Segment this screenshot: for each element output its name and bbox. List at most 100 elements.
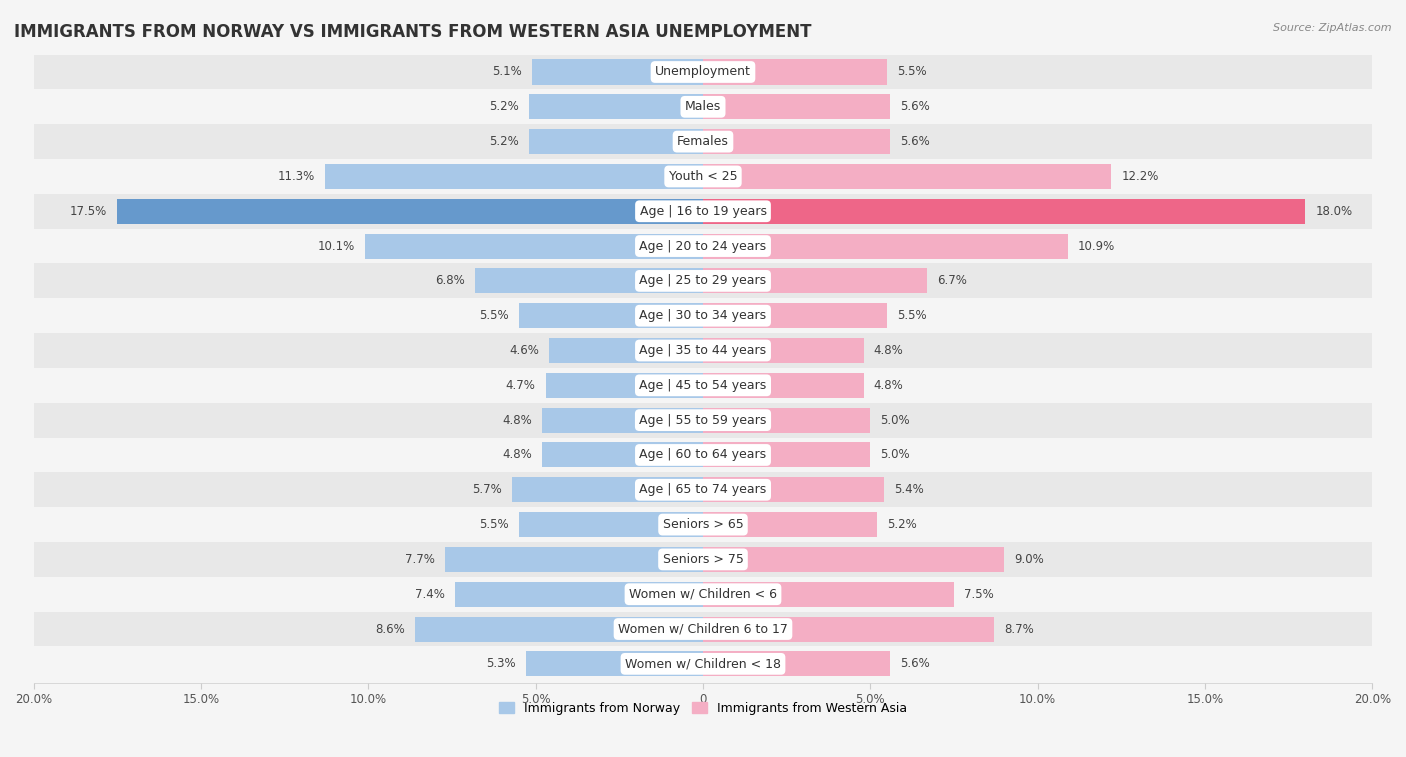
Text: 4.6%: 4.6% bbox=[509, 344, 538, 357]
Text: 4.8%: 4.8% bbox=[873, 344, 904, 357]
Text: 10.9%: 10.9% bbox=[1078, 239, 1115, 253]
Text: Age | 16 to 19 years: Age | 16 to 19 years bbox=[640, 204, 766, 218]
Text: Seniors > 75: Seniors > 75 bbox=[662, 553, 744, 566]
Bar bbox=[34, 368, 1372, 403]
Text: 12.2%: 12.2% bbox=[1122, 170, 1159, 183]
Text: 7.7%: 7.7% bbox=[405, 553, 436, 566]
Bar bbox=[543, 407, 703, 433]
Text: 17.5%: 17.5% bbox=[70, 204, 107, 218]
Bar bbox=[529, 95, 703, 120]
Bar bbox=[703, 651, 890, 677]
Bar bbox=[703, 60, 887, 85]
Bar bbox=[34, 298, 1372, 333]
Text: 5.6%: 5.6% bbox=[900, 657, 931, 671]
Bar bbox=[34, 646, 1372, 681]
Bar bbox=[34, 507, 1372, 542]
Text: Age | 55 to 59 years: Age | 55 to 59 years bbox=[640, 413, 766, 427]
Text: Age | 35 to 44 years: Age | 35 to 44 years bbox=[640, 344, 766, 357]
Bar bbox=[703, 616, 994, 642]
Text: Women w/ Children < 18: Women w/ Children < 18 bbox=[626, 657, 780, 671]
Bar bbox=[543, 442, 703, 468]
Bar bbox=[34, 403, 1372, 438]
Text: 5.0%: 5.0% bbox=[880, 413, 910, 427]
Text: Unemployment: Unemployment bbox=[655, 66, 751, 79]
Bar bbox=[546, 372, 703, 398]
Bar bbox=[456, 581, 703, 607]
Text: Youth < 25: Youth < 25 bbox=[669, 170, 737, 183]
Text: 6.8%: 6.8% bbox=[436, 274, 465, 288]
Text: 18.0%: 18.0% bbox=[1316, 204, 1353, 218]
Text: Age | 20 to 24 years: Age | 20 to 24 years bbox=[640, 239, 766, 253]
Text: 4.7%: 4.7% bbox=[506, 378, 536, 392]
Bar bbox=[703, 407, 870, 433]
Text: Age | 25 to 29 years: Age | 25 to 29 years bbox=[640, 274, 766, 288]
Text: 5.5%: 5.5% bbox=[479, 518, 509, 531]
Bar bbox=[34, 159, 1372, 194]
Text: IMMIGRANTS FROM NORWAY VS IMMIGRANTS FROM WESTERN ASIA UNEMPLOYMENT: IMMIGRANTS FROM NORWAY VS IMMIGRANTS FRO… bbox=[14, 23, 811, 41]
Bar bbox=[34, 612, 1372, 646]
Bar bbox=[519, 303, 703, 329]
Bar bbox=[34, 194, 1372, 229]
Text: Age | 30 to 34 years: Age | 30 to 34 years bbox=[640, 309, 766, 322]
Bar bbox=[34, 229, 1372, 263]
Bar bbox=[703, 164, 1111, 189]
Bar bbox=[703, 338, 863, 363]
Bar bbox=[34, 55, 1372, 89]
Bar bbox=[34, 333, 1372, 368]
Bar bbox=[526, 651, 703, 677]
Text: Females: Females bbox=[678, 136, 728, 148]
Text: Women w/ Children 6 to 17: Women w/ Children 6 to 17 bbox=[619, 622, 787, 636]
Text: 5.2%: 5.2% bbox=[887, 518, 917, 531]
Bar bbox=[703, 442, 870, 468]
Bar bbox=[703, 581, 955, 607]
Bar bbox=[703, 234, 1067, 259]
Bar bbox=[703, 303, 887, 329]
Text: Age | 65 to 74 years: Age | 65 to 74 years bbox=[640, 483, 766, 497]
Bar bbox=[34, 89, 1372, 124]
Text: 6.7%: 6.7% bbox=[938, 274, 967, 288]
Bar bbox=[415, 616, 703, 642]
Bar bbox=[34, 542, 1372, 577]
Text: 5.2%: 5.2% bbox=[489, 101, 519, 114]
Text: 8.6%: 8.6% bbox=[375, 622, 405, 636]
Text: 11.3%: 11.3% bbox=[277, 170, 315, 183]
Text: 5.3%: 5.3% bbox=[486, 657, 516, 671]
Text: 5.4%: 5.4% bbox=[894, 483, 924, 497]
Text: 4.8%: 4.8% bbox=[873, 378, 904, 392]
Text: 8.7%: 8.7% bbox=[1004, 622, 1033, 636]
Text: 5.5%: 5.5% bbox=[479, 309, 509, 322]
Bar bbox=[117, 199, 703, 224]
Bar bbox=[34, 472, 1372, 507]
Bar bbox=[366, 234, 703, 259]
Text: 5.7%: 5.7% bbox=[472, 483, 502, 497]
Text: 5.0%: 5.0% bbox=[880, 448, 910, 462]
Text: Males: Males bbox=[685, 101, 721, 114]
Bar bbox=[703, 477, 884, 503]
Bar bbox=[703, 199, 1306, 224]
Text: 5.6%: 5.6% bbox=[900, 136, 931, 148]
Bar bbox=[703, 129, 890, 154]
Text: 5.5%: 5.5% bbox=[897, 309, 927, 322]
Bar bbox=[34, 577, 1372, 612]
Text: Seniors > 65: Seniors > 65 bbox=[662, 518, 744, 531]
Bar bbox=[703, 372, 863, 398]
Bar bbox=[533, 60, 703, 85]
Text: 7.5%: 7.5% bbox=[965, 587, 994, 601]
Bar bbox=[446, 547, 703, 572]
Text: 10.1%: 10.1% bbox=[318, 239, 354, 253]
Text: Source: ZipAtlas.com: Source: ZipAtlas.com bbox=[1274, 23, 1392, 33]
Text: 5.2%: 5.2% bbox=[489, 136, 519, 148]
Text: 5.5%: 5.5% bbox=[897, 66, 927, 79]
Bar bbox=[703, 547, 1004, 572]
Bar bbox=[548, 338, 703, 363]
Bar bbox=[34, 124, 1372, 159]
Text: Women w/ Children < 6: Women w/ Children < 6 bbox=[628, 587, 778, 601]
Bar bbox=[529, 129, 703, 154]
Text: 9.0%: 9.0% bbox=[1014, 553, 1045, 566]
Text: Age | 45 to 54 years: Age | 45 to 54 years bbox=[640, 378, 766, 392]
Bar bbox=[512, 477, 703, 503]
Text: 4.8%: 4.8% bbox=[502, 448, 533, 462]
Text: 5.6%: 5.6% bbox=[900, 101, 931, 114]
Bar bbox=[475, 268, 703, 294]
Bar bbox=[703, 95, 890, 120]
